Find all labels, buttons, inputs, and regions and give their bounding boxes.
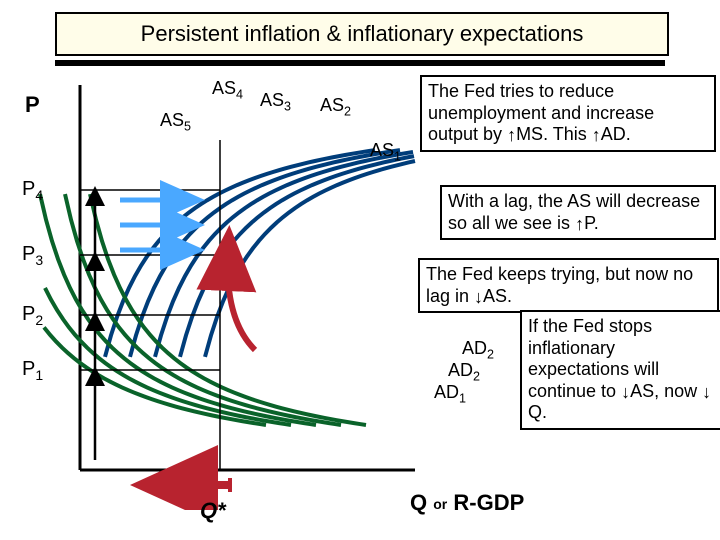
price-level-label: P3 (22, 243, 43, 268)
as-curve-label: AS1 (370, 140, 401, 164)
ad-curve-label: AD2 (462, 338, 494, 362)
as-curve-label: AS3 (260, 90, 291, 114)
explanation-box: The Fed keeps trying, but now no lag in … (418, 258, 719, 313)
price-level-label: P2 (22, 303, 43, 328)
as-curve-label: AS2 (320, 95, 351, 119)
as-curve-label: AS4 (212, 78, 243, 102)
title-underline (55, 60, 665, 66)
explanation-box: The Fed tries to reduce unemployment and… (420, 75, 716, 152)
title-box: Persistent inflation & inflationary expe… (55, 12, 669, 56)
x-axis-label: Q or R-GDP (410, 490, 524, 516)
graph (20, 80, 420, 510)
as-curve-label: AS5 (160, 110, 191, 134)
explanation-box: With a lag, the AS will decrease so all … (440, 185, 716, 240)
ad-curve-label: AD1 (434, 382, 466, 406)
price-level-label: P1 (22, 358, 43, 383)
qstar-label: Q* (200, 498, 226, 524)
price-level-label: P4 (22, 178, 43, 203)
explanation-box: If the Fed stops inflationary expectatio… (520, 310, 720, 430)
slide-title: Persistent inflation & inflationary expe… (141, 21, 584, 47)
ad-curve-label: AD2 (448, 360, 480, 384)
